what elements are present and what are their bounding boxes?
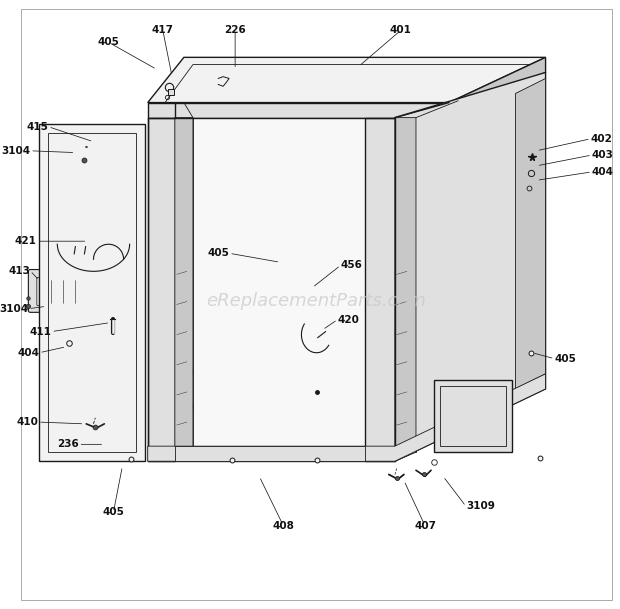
Text: 236: 236 bbox=[56, 439, 78, 449]
Text: 404: 404 bbox=[592, 167, 614, 177]
Polygon shape bbox=[434, 380, 512, 452]
Circle shape bbox=[93, 137, 112, 157]
Circle shape bbox=[222, 258, 249, 284]
Text: 404: 404 bbox=[17, 348, 39, 357]
Polygon shape bbox=[395, 72, 546, 461]
Polygon shape bbox=[515, 79, 546, 389]
Circle shape bbox=[234, 381, 249, 396]
Polygon shape bbox=[449, 57, 546, 118]
Text: 410: 410 bbox=[16, 417, 38, 427]
Text: 405: 405 bbox=[97, 37, 120, 48]
Text: 415: 415 bbox=[27, 122, 48, 132]
Text: 3109: 3109 bbox=[466, 501, 495, 512]
Text: 405: 405 bbox=[207, 248, 229, 258]
Circle shape bbox=[209, 239, 243, 273]
Text: 417: 417 bbox=[152, 25, 174, 35]
Polygon shape bbox=[148, 102, 449, 118]
FancyBboxPatch shape bbox=[71, 231, 95, 248]
Text: 401: 401 bbox=[390, 25, 412, 35]
Polygon shape bbox=[193, 118, 416, 452]
Bar bbox=[392, 71, 410, 85]
Bar bbox=[290, 287, 312, 311]
Polygon shape bbox=[217, 77, 229, 86]
Text: eReplacementParts.com: eReplacementParts.com bbox=[206, 292, 427, 311]
Polygon shape bbox=[148, 374, 546, 461]
Text: 411: 411 bbox=[29, 326, 51, 337]
Text: 421: 421 bbox=[15, 236, 37, 246]
Text: 420: 420 bbox=[338, 315, 360, 325]
Polygon shape bbox=[365, 118, 395, 461]
Text: 3104: 3104 bbox=[0, 304, 29, 314]
Polygon shape bbox=[148, 57, 546, 102]
Polygon shape bbox=[39, 124, 144, 461]
Polygon shape bbox=[175, 446, 365, 461]
Text: 226: 226 bbox=[224, 25, 246, 35]
Text: 413: 413 bbox=[8, 266, 30, 276]
Text: 408: 408 bbox=[272, 521, 294, 530]
Text: 3104: 3104 bbox=[1, 146, 30, 156]
Text: 405: 405 bbox=[555, 354, 577, 364]
Text: 403: 403 bbox=[592, 150, 614, 160]
Polygon shape bbox=[395, 118, 416, 461]
FancyBboxPatch shape bbox=[29, 270, 104, 312]
Circle shape bbox=[237, 230, 267, 261]
Polygon shape bbox=[175, 118, 193, 461]
Text: 405: 405 bbox=[102, 507, 124, 518]
Polygon shape bbox=[148, 118, 175, 461]
Text: 456: 456 bbox=[340, 260, 363, 270]
Polygon shape bbox=[108, 434, 116, 445]
Text: 402: 402 bbox=[591, 134, 613, 144]
Text: 407: 407 bbox=[414, 521, 436, 530]
Circle shape bbox=[243, 252, 270, 278]
Bar bbox=[293, 291, 309, 307]
